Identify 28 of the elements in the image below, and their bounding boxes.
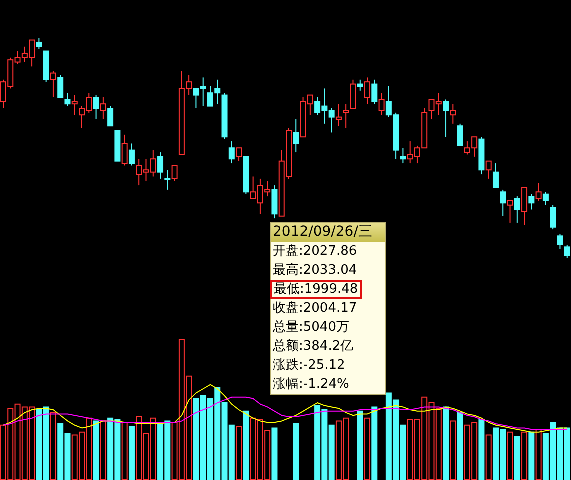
candlestick bbox=[293, 119, 300, 154]
bar bbox=[357, 410, 364, 480]
bar bbox=[372, 406, 378, 480]
candlestick bbox=[100, 97, 106, 120]
bar bbox=[443, 406, 450, 480]
bar bbox=[478, 419, 485, 480]
candlestick bbox=[343, 104, 350, 129]
candlestick bbox=[336, 104, 342, 127]
annotation: 总额:384.2亿 bbox=[272, 338, 355, 356]
bar bbox=[293, 424, 300, 480]
bar bbox=[457, 412, 464, 480]
highlight-frame: 最低:1999.48 bbox=[270, 280, 362, 299]
annotation: 涨跌:-25.12 bbox=[272, 357, 346, 375]
text: 收盘:2004.17 bbox=[272, 300, 358, 318]
text: 最高:2033.04 bbox=[272, 262, 358, 280]
annotation: 2012/09/26/三 bbox=[271, 223, 385, 242]
bar bbox=[514, 436, 520, 480]
bar bbox=[128, 426, 135, 480]
candlestick bbox=[164, 170, 171, 190]
bar bbox=[243, 410, 250, 480]
candlestick bbox=[450, 104, 456, 124]
bar bbox=[93, 420, 100, 480]
candlestick bbox=[72, 94, 78, 116]
bar bbox=[528, 432, 535, 480]
bar bbox=[272, 428, 278, 480]
annotation: 涨幅:-1.24% bbox=[272, 376, 350, 394]
text: 总量:5040万 bbox=[272, 319, 350, 337]
annotation: 开盘:2027.86 bbox=[272, 243, 358, 261]
